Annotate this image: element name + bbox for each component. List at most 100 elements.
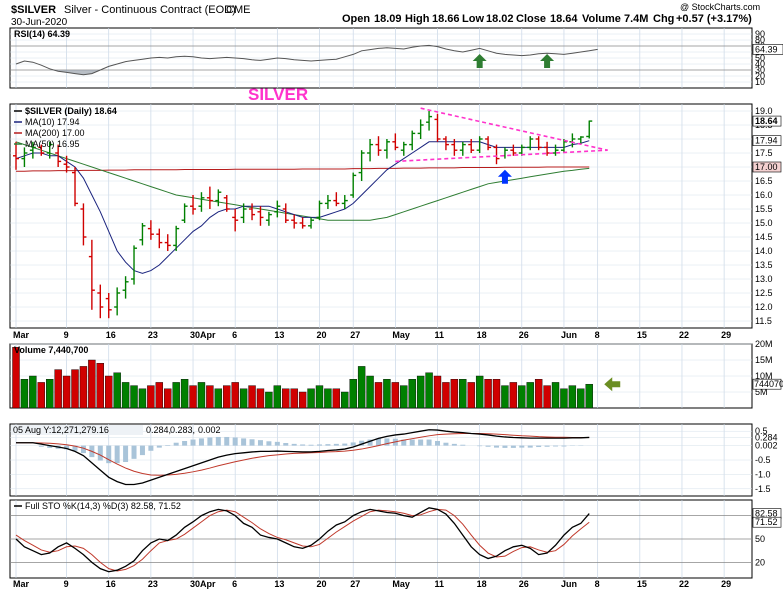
macd-histogram-bar bbox=[157, 446, 162, 448]
volume-bar bbox=[577, 389, 584, 408]
sto-tick-label: 50 bbox=[755, 534, 765, 544]
x-axis-label: 30Apr bbox=[190, 330, 216, 340]
x-axis-label: 20 bbox=[316, 579, 326, 589]
x-axis-label: 6 bbox=[232, 330, 237, 340]
x-axis-label: 20 bbox=[316, 330, 326, 340]
volume-bar bbox=[409, 379, 416, 408]
macd-histogram-bar bbox=[443, 443, 448, 446]
panel-frame bbox=[10, 104, 752, 328]
volume-bar bbox=[400, 386, 407, 408]
volume-bar bbox=[13, 347, 20, 408]
legend-entry: MA(10) 17.94 bbox=[25, 117, 80, 127]
macd-histogram-bar bbox=[502, 446, 507, 448]
macd-histogram-bar bbox=[317, 444, 322, 445]
x-axis-label: 11 bbox=[435, 579, 445, 589]
x-axis-label: 16 bbox=[106, 579, 116, 589]
chg-value: +0.57 (+3.17%) bbox=[676, 13, 752, 25]
legend-entry: MA(50) 16.95 bbox=[25, 139, 80, 149]
x-axis-label: 15 bbox=[637, 330, 647, 340]
sto-title: Full STO %K(14,3) %D(3) 82.58, 71.52 bbox=[25, 501, 181, 511]
macd-tick-label: -0.5 bbox=[755, 455, 771, 465]
volume-bar bbox=[426, 373, 433, 408]
volume-bar bbox=[569, 386, 576, 408]
volume-bar bbox=[442, 382, 449, 408]
volume-bar bbox=[468, 382, 475, 408]
volume-bar bbox=[63, 376, 70, 408]
price-tick-label: 19.0 bbox=[755, 106, 773, 116]
volume-bar bbox=[350, 379, 357, 408]
macd-histogram-bar bbox=[325, 444, 330, 445]
volume-bar bbox=[156, 382, 163, 408]
macd-histogram-bar bbox=[418, 440, 423, 446]
volume-bar bbox=[274, 386, 281, 408]
volume-bar bbox=[291, 389, 298, 408]
x-axis-label: 29 bbox=[721, 330, 731, 340]
x-axis-label: Jun bbox=[561, 579, 577, 589]
low-value: 18.02 bbox=[486, 13, 514, 25]
volume-bar bbox=[485, 379, 492, 408]
description-label: Silver - Continuous Contract (EOD) bbox=[64, 4, 236, 16]
macd-histogram-bar bbox=[224, 437, 229, 446]
volume-bar bbox=[46, 379, 53, 408]
legend-entry: MA(200) 17.00 bbox=[25, 128, 85, 138]
volume-bar bbox=[232, 382, 239, 408]
x-axis-label: 11 bbox=[435, 330, 445, 340]
macd-histogram-bar bbox=[132, 446, 137, 459]
volume-bar bbox=[97, 363, 104, 408]
price-tick-label: 12.0 bbox=[755, 302, 773, 312]
x-axis-label: 27 bbox=[350, 579, 360, 589]
volume-bar bbox=[88, 360, 95, 408]
x-axis-label: 22 bbox=[679, 579, 689, 589]
x-axis-label: 13 bbox=[274, 579, 284, 589]
macd-histogram-bar bbox=[258, 440, 263, 445]
open-label: Open bbox=[342, 13, 370, 25]
price-last-label: 17.00 bbox=[755, 162, 778, 172]
volume-bar bbox=[367, 376, 374, 408]
x-axis-label: 29 bbox=[721, 579, 731, 589]
macd-histogram-bar bbox=[182, 441, 187, 446]
macd-histogram-bar bbox=[309, 445, 314, 446]
macd-title: 0.284, bbox=[146, 425, 171, 435]
macd-histogram-bar bbox=[123, 446, 128, 462]
volume-title: Volume 7,440,700 bbox=[14, 345, 88, 355]
volume-bar bbox=[518, 386, 525, 408]
volume-bar bbox=[122, 382, 129, 408]
x-axis-label: 26 bbox=[519, 579, 529, 589]
price-tick-label: 12.5 bbox=[755, 288, 773, 298]
x-axis-label: 23 bbox=[148, 579, 158, 589]
macd-histogram-bar bbox=[199, 438, 204, 445]
macd-histogram-bar bbox=[545, 446, 550, 447]
macd-tick-label: -1.5 bbox=[755, 484, 771, 494]
macd-histogram-bar bbox=[536, 446, 541, 447]
x-axis-label: Mar bbox=[13, 579, 30, 589]
macd-histogram-bar bbox=[511, 446, 516, 448]
rsi-tick-label: 10 bbox=[755, 77, 765, 87]
macd-histogram-bar bbox=[98, 446, 103, 461]
high-value: 18.66 bbox=[432, 13, 460, 25]
volume-bar bbox=[21, 379, 28, 408]
volume-bar bbox=[552, 382, 559, 408]
volume-bar bbox=[38, 382, 45, 408]
volume-bar bbox=[240, 389, 247, 408]
symbol-label: $SILVER bbox=[11, 4, 56, 16]
price-tick-label: 13.0 bbox=[755, 274, 773, 284]
volume-bar bbox=[80, 366, 87, 408]
macd-histogram-bar bbox=[410, 440, 415, 446]
macd-histogram-bar bbox=[334, 444, 339, 446]
macd-histogram-bar bbox=[283, 443, 288, 446]
high-label: High bbox=[405, 13, 430, 25]
close-value: 18.64 bbox=[550, 13, 578, 25]
volume-bar bbox=[586, 384, 593, 408]
macd-histogram-bar bbox=[351, 442, 356, 445]
volume-bar bbox=[383, 379, 390, 408]
volume-bar bbox=[223, 386, 230, 408]
x-axis-label: 18 bbox=[477, 330, 487, 340]
volume-bar bbox=[215, 389, 222, 408]
volume-bar bbox=[333, 389, 340, 408]
close-label: Close bbox=[516, 13, 546, 25]
volume-bar bbox=[29, 376, 36, 408]
macd-histogram-bar bbox=[250, 439, 255, 445]
price-tick-label: 15.0 bbox=[755, 218, 773, 228]
volume-bar bbox=[147, 386, 154, 408]
